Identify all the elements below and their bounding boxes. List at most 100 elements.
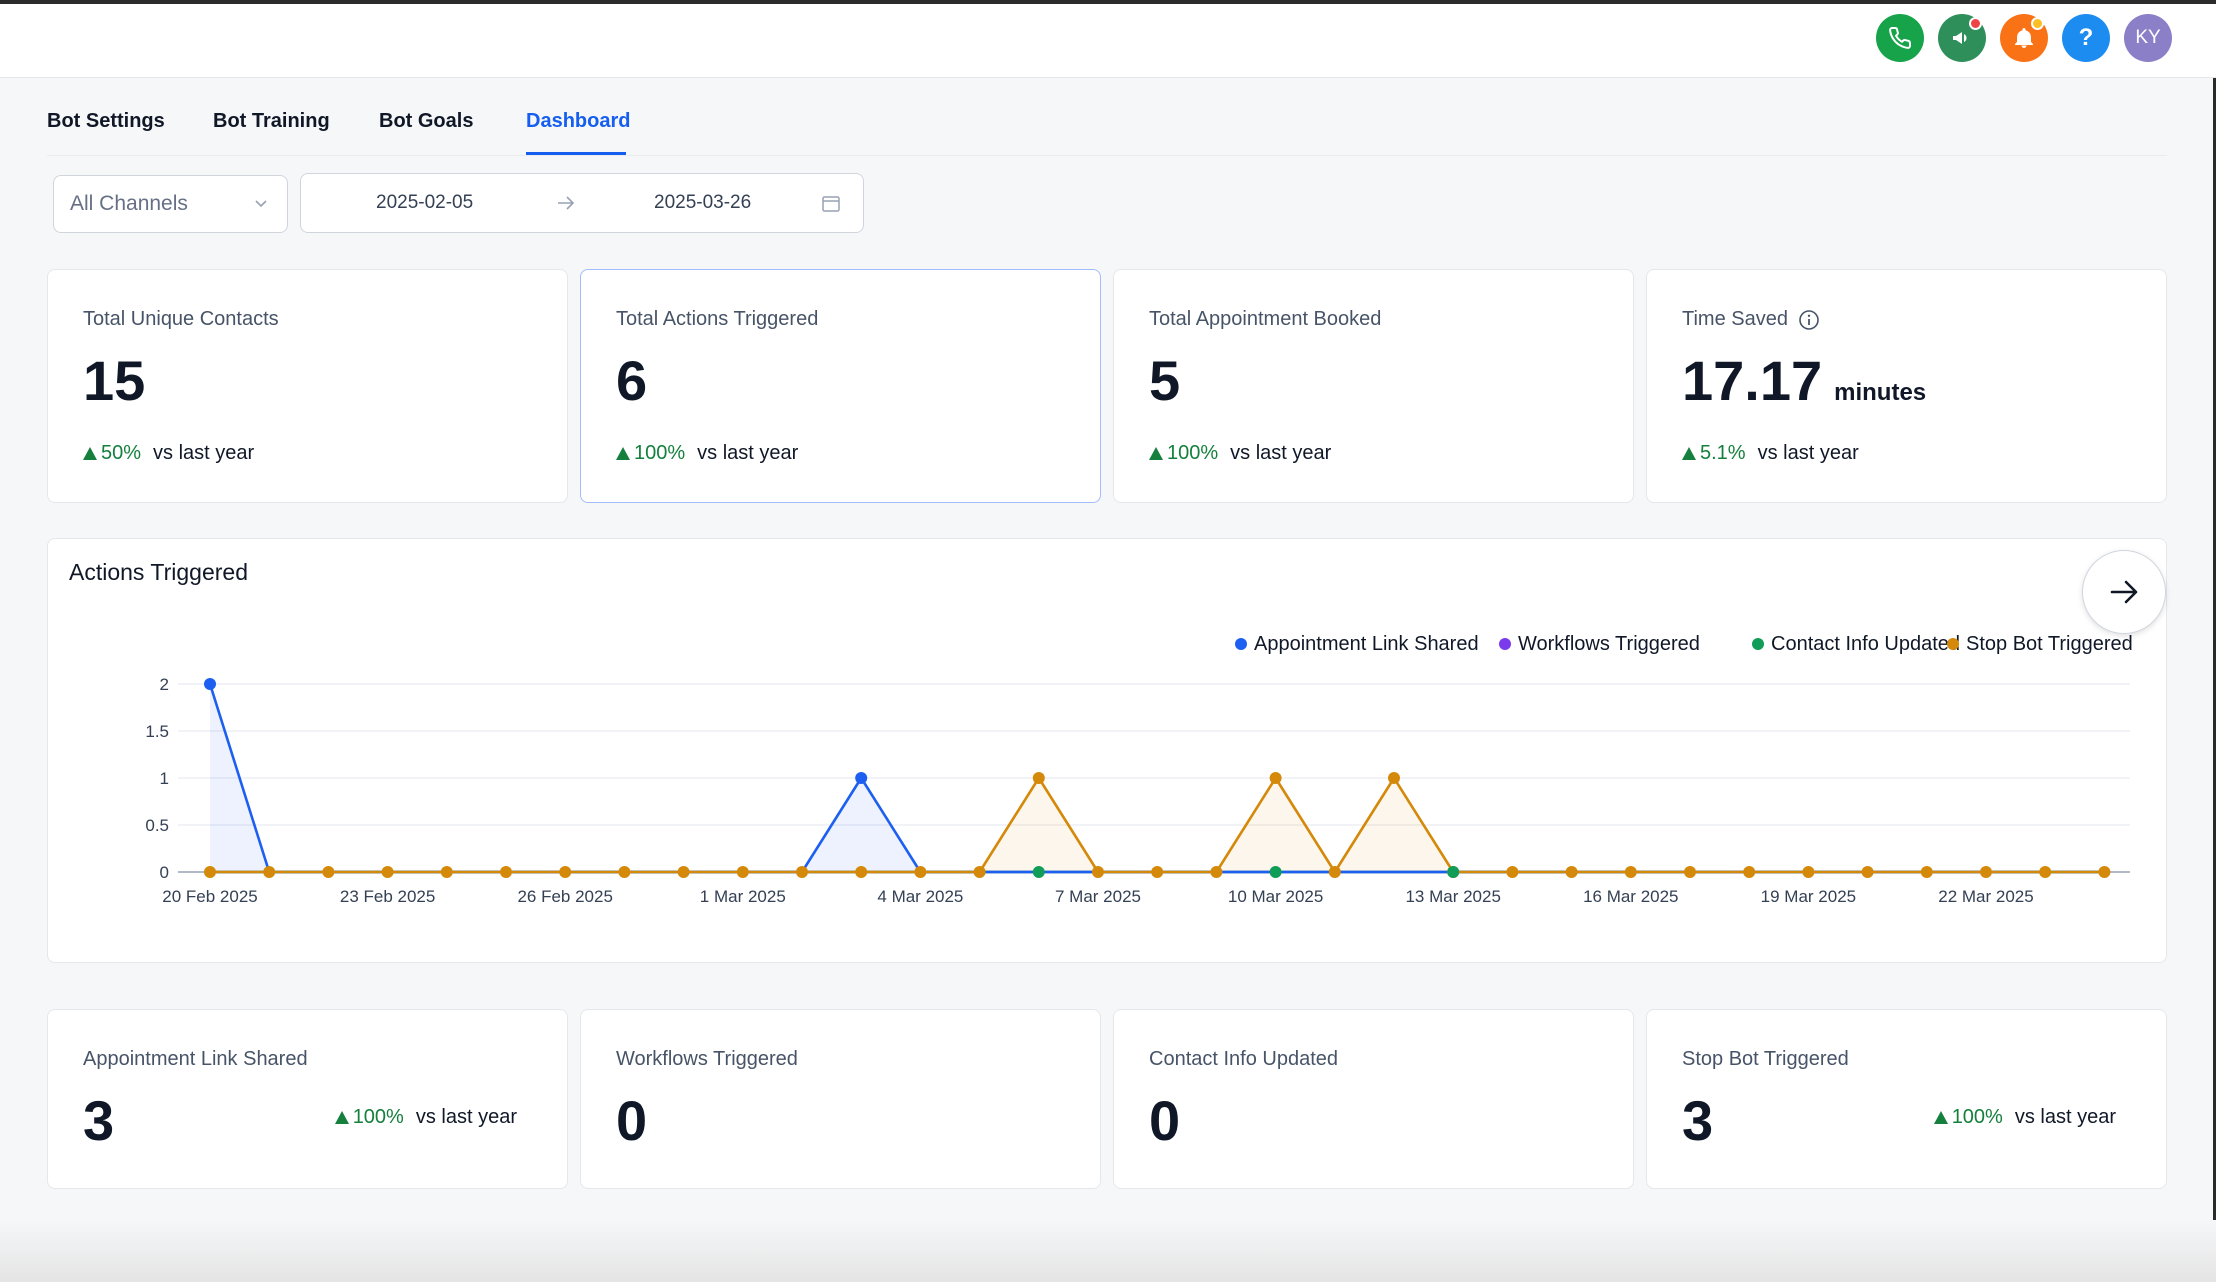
tab-dashboard[interactable]: Dashboard xyxy=(526,110,631,132)
appointment-link-shared-point xyxy=(855,772,868,784)
delta-percent: 50% xyxy=(101,442,142,464)
delta-label: vs last year xyxy=(2014,1106,2116,1128)
megaphone-icon[interactable] xyxy=(1938,14,1986,62)
date-start[interactable]: 2025-02-05 xyxy=(376,192,474,213)
tab-bot-settings[interactable]: Bot Settings xyxy=(47,110,165,132)
stat-delta: 100% vs last year xyxy=(616,442,798,465)
stop-bot-triggered-point xyxy=(736,866,749,878)
stat-title: Total Appointment Booked xyxy=(1149,308,1382,330)
x-tick-label: 16 Mar 2025 xyxy=(1583,887,1678,906)
y-tick-label: 2 xyxy=(160,675,169,694)
actions-chart: 0 0.5 1 1.5 2 20 Feb 2025 23 Feb 2025 26 Feb 2… xyxy=(145,633,2133,906)
stop-bot-triggered-point xyxy=(855,866,868,878)
legend-marker xyxy=(1947,638,1959,650)
stat-value: 17.17 xyxy=(1682,349,1823,412)
delta-label: vs last year xyxy=(1230,442,1332,464)
help-icon[interactable]: ? xyxy=(2062,14,2110,62)
stop-bot-triggered-point xyxy=(1328,866,1341,878)
stat-card-unique-contacts: Total Unique Contacts 15 50% vs last yea… xyxy=(47,269,568,503)
stop-bot-triggered-point xyxy=(1506,866,1519,878)
trend-up-icon xyxy=(334,1111,349,1124)
stat-card-time-saved: Time Saved 17.17 minutes 5.1% vs last yea… xyxy=(1646,269,2167,503)
stat-unit: minutes xyxy=(1834,379,1927,406)
calendar-icon xyxy=(822,196,840,212)
stop-bot-triggered-point xyxy=(1388,772,1400,784)
x-tick-label: 26 Feb 2025 xyxy=(517,887,612,906)
stat-delta: 100% vs last year xyxy=(1149,442,1331,465)
date-end[interactable]: 2025-03-26 xyxy=(654,192,752,213)
contact-info-updated-point xyxy=(1447,866,1460,878)
bell-icon[interactable] xyxy=(2000,14,2048,62)
y-tick-label: 0.5 xyxy=(145,816,169,835)
actions-chart-card: Actions Triggered 0 0.5 1 1.5 2 20 Feb 2025 2… xyxy=(47,538,2167,963)
stop-bot-triggered-point xyxy=(1980,866,1992,878)
phone-icon[interactable] xyxy=(1876,14,1924,62)
x-tick-label: 23 Feb 2025 xyxy=(340,887,435,906)
stat-delta: 5.1% vs last year xyxy=(1682,442,1859,465)
window-top-border xyxy=(0,0,2216,4)
top-bar: ? KY xyxy=(0,4,2216,78)
stop-bot-triggered-point xyxy=(1032,772,1045,784)
notification-dot xyxy=(2031,17,2044,30)
breakdown-title: Appointment Link Shared xyxy=(83,1048,308,1070)
stop-bot-triggered-point xyxy=(500,866,512,878)
legend-marker xyxy=(1752,638,1764,650)
date-range-picker[interactable]: 2025-02-05 2025-03-26 xyxy=(300,173,864,233)
x-tick-label: 13 Mar 2025 xyxy=(1405,887,1500,906)
legend-label: Stop Bot Triggered xyxy=(1966,633,2133,655)
legend-marker xyxy=(1499,638,1511,650)
trend-up-icon xyxy=(1933,1111,1948,1124)
stop-bot-triggered-point xyxy=(677,866,690,878)
breakdown-card-appointment-link: Appointment Link Shared 3 100% vs last y… xyxy=(47,1009,568,1189)
tab-bot-goals[interactable]: Bot Goals xyxy=(379,110,474,132)
legend-marker xyxy=(1235,638,1247,650)
stat-title: Time Saved xyxy=(1682,308,1788,330)
breakdown-delta: 100% vs last year xyxy=(1933,1106,2116,1129)
delta-label: vs last year xyxy=(153,442,255,464)
x-tick-label: 20 Feb 2025 xyxy=(162,887,257,906)
delta-percent: 5.1% xyxy=(1700,442,1746,464)
stat-title: Total Actions Triggered xyxy=(616,308,819,330)
arrow-right-icon xyxy=(2110,580,2138,604)
breakdown-title: Contact Info Updated xyxy=(1149,1048,1339,1070)
chevron-down-icon xyxy=(255,200,267,208)
stat-title: Total Unique Contacts xyxy=(83,308,279,330)
contact-info-updated-point xyxy=(1032,866,1045,878)
breakdown-delta: 100% vs last year xyxy=(334,1106,517,1129)
stop-bot-triggered-point xyxy=(1624,866,1637,878)
breakdown-value: 3 xyxy=(83,1089,115,1152)
active-tab-indicator xyxy=(526,152,626,155)
stop-bot-triggered-point xyxy=(1743,866,1756,878)
delta-label: vs last year xyxy=(697,442,799,464)
stop-bot-triggered-point xyxy=(263,866,276,878)
stat-value-row: 17.17 minutes xyxy=(1682,348,1926,413)
trend-up-icon xyxy=(616,447,630,460)
next-button[interactable] xyxy=(2082,550,2166,634)
y-tick-label: 1.5 xyxy=(145,722,169,741)
tab-bot-training[interactable]: Bot Training xyxy=(213,110,330,132)
x-tick-label: 1 Mar 2025 xyxy=(700,887,786,906)
y-tick-label: 1 xyxy=(160,769,169,788)
breakdown-card-workflows: Workflows Triggered 0 xyxy=(580,1009,1101,1189)
x-tick-label: 7 Mar 2025 xyxy=(1055,887,1141,906)
avatar[interactable]: KY xyxy=(2124,14,2172,62)
stop-bot-triggered-point xyxy=(1151,866,1164,878)
trend-up-icon xyxy=(1149,447,1163,460)
info-icon[interactable] xyxy=(1798,309,1820,331)
delta-percent: 100% xyxy=(1951,1106,2003,1128)
trend-up-icon xyxy=(1682,447,1696,460)
channel-select-value: All Channels xyxy=(70,192,188,215)
stat-card-appointments-booked: Total Appointment Booked 5 100% vs last … xyxy=(1113,269,1634,503)
tab-bar: Bot Settings Bot Training Bot Goals Dash… xyxy=(47,108,2167,156)
breakdown-title: Stop Bot Triggered xyxy=(1682,1048,1849,1070)
delta-label: vs last year xyxy=(415,1106,517,1128)
x-tick-label: 19 Mar 2025 xyxy=(1761,887,1856,906)
stop-bot-triggered-point xyxy=(1269,772,1282,784)
stat-delta: 50% vs last year xyxy=(83,442,254,465)
stop-bot-triggered-point xyxy=(914,866,927,878)
stop-bot-triggered-point xyxy=(1920,866,1933,878)
stat-card-actions-triggered[interactable]: Total Actions Triggered 6 100% vs last y… xyxy=(580,269,1101,503)
stat-value: 6 xyxy=(616,349,648,412)
channel-select[interactable]: All Channels xyxy=(53,175,288,233)
stop-bot-triggered-point xyxy=(204,866,216,878)
